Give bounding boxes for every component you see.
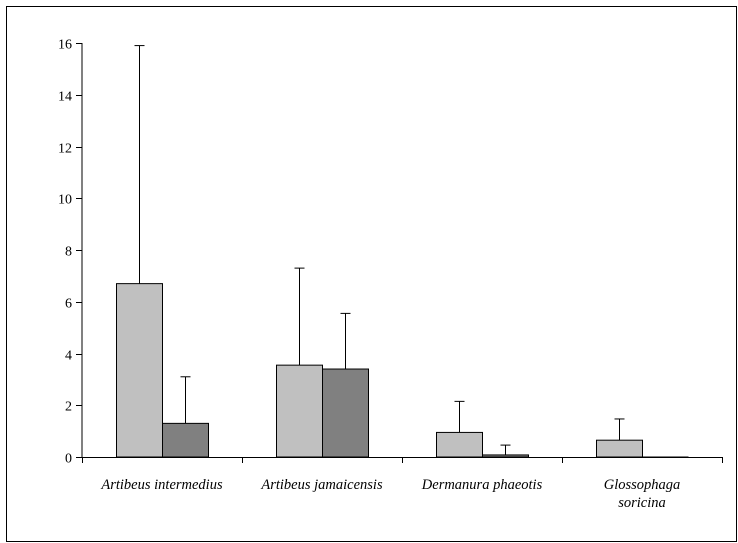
- y-tick-label: 2: [65, 400, 72, 415]
- y-tick-label: 12: [58, 142, 72, 157]
- y-tick-label: 16: [58, 38, 72, 53]
- y-tick-label: 6: [65, 297, 72, 312]
- bar: [322, 368, 369, 458]
- x-category-label: Dermanura phaeotis: [421, 477, 543, 493]
- y-tick-label: 4: [65, 349, 72, 364]
- chart-frame: [6, 6, 737, 542]
- bar: [276, 364, 323, 458]
- bar: [596, 439, 643, 458]
- y-tick-label: 14: [58, 90, 72, 105]
- x-category-label: Glossophaga: [604, 477, 681, 493]
- y-tick-label: 0: [65, 452, 72, 467]
- plot-area: 0 2 4 6 8 10 12 14 16 Artibeus intermedius Artibeu…: [58, 38, 723, 511]
- x-category-label: Artibeus jamaicensis: [260, 477, 383, 493]
- bar: [162, 422, 209, 458]
- y-tick-label: 8: [65, 245, 72, 260]
- bar: [436, 431, 483, 458]
- x-category-label: soricina: [618, 495, 666, 511]
- x-category-label: Artibeus intermedius: [100, 477, 223, 493]
- bar: [482, 454, 529, 458]
- y-tick-label: 10: [58, 193, 72, 208]
- bar: [116, 283, 163, 458]
